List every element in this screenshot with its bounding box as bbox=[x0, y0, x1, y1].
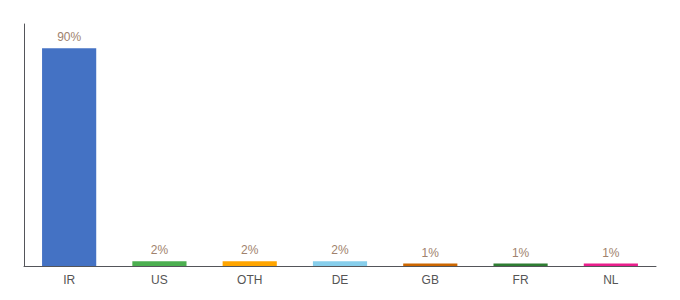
svg-text:2%: 2% bbox=[241, 243, 259, 257]
svg-text:1%: 1% bbox=[512, 246, 530, 260]
svg-text:NL: NL bbox=[603, 273, 619, 287]
svg-text:2%: 2% bbox=[331, 243, 349, 257]
svg-text:1%: 1% bbox=[422, 246, 440, 260]
svg-text:2%: 2% bbox=[151, 243, 169, 257]
svg-text:OTH: OTH bbox=[237, 273, 262, 287]
svg-text:1%: 1% bbox=[602, 246, 620, 260]
svg-text:DE: DE bbox=[332, 273, 349, 287]
svg-text:IR: IR bbox=[63, 273, 75, 287]
svg-text:FR: FR bbox=[513, 273, 529, 287]
svg-text:US: US bbox=[151, 273, 168, 287]
svg-text:GB: GB bbox=[422, 273, 439, 287]
svg-text:90%: 90% bbox=[57, 30, 81, 44]
